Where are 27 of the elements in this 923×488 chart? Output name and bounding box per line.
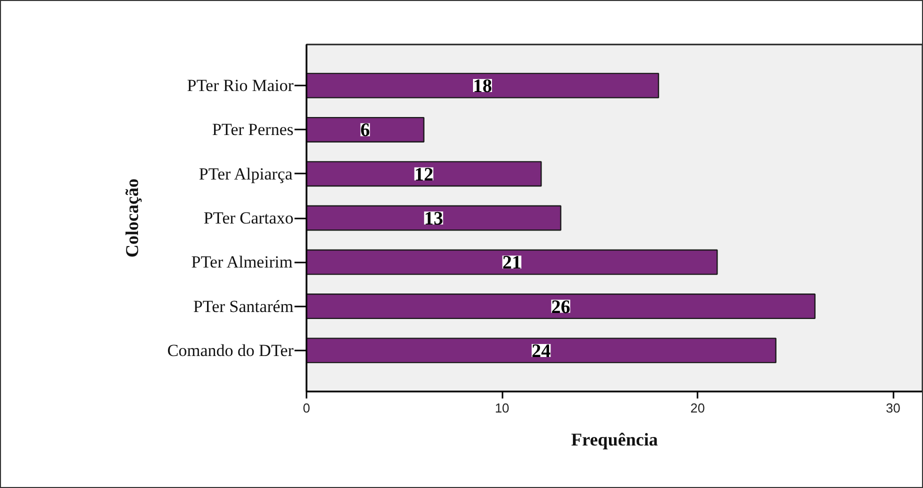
data-label: 24	[532, 340, 552, 362]
bar	[306, 72, 660, 98]
y-tick-label: Comando do DTer	[167, 340, 294, 360]
data-label: 21	[502, 252, 522, 274]
y-axis-title: Colocação	[122, 178, 142, 258]
x-axis-title: Frequência	[571, 430, 658, 450]
y-tick-label: PTer Almeirim	[191, 252, 293, 272]
bar	[306, 116, 424, 142]
bar	[306, 338, 776, 364]
y-tick-label: PTer Santarém	[193, 296, 294, 316]
x-tick-label: 10	[494, 400, 510, 416]
data-label: 18	[473, 76, 492, 98]
bar	[306, 249, 718, 275]
x-tick-label: 0	[302, 400, 310, 416]
data-label: 12	[414, 164, 434, 186]
data-label: 26	[551, 296, 570, 318]
x-tick-label: 30	[886, 400, 900, 416]
y-tick-label: PTer Pernes	[212, 120, 294, 140]
data-label: 13	[424, 208, 444, 230]
x-tick-label: 20	[690, 400, 705, 416]
bar	[306, 205, 562, 231]
bar	[306, 294, 816, 320]
y-tick-label: PTer Cartaxo	[204, 208, 294, 228]
bar	[306, 161, 542, 187]
y-tick-label: PTer Rio Maior	[187, 76, 294, 96]
data-label: 6	[360, 120, 370, 142]
y-tick-label: PTer Alpiarça	[198, 164, 294, 184]
